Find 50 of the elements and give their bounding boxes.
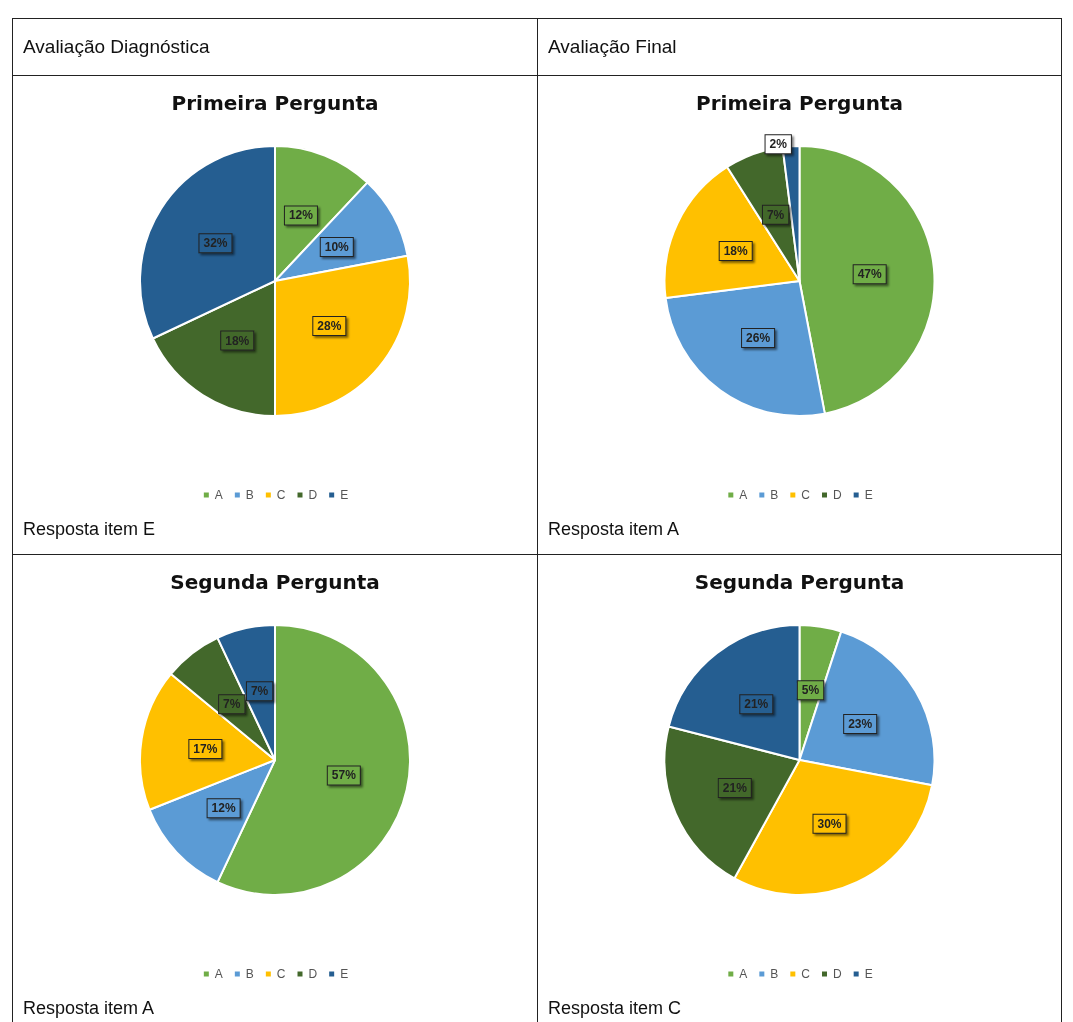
legend-label: C — [276, 488, 286, 502]
text: Resposta item A — [23, 998, 155, 1019]
data-label: 18% — [225, 333, 250, 348]
text: Avaliação Final — [537, 18, 1062, 76]
data-label: 12% — [211, 801, 236, 816]
text: Resposta item C — [548, 998, 682, 1019]
data-label: 32% — [203, 236, 228, 251]
data-label: 28% — [317, 318, 342, 333]
legend-label: C — [276, 967, 286, 981]
data-label: 5% — [801, 683, 820, 698]
data-label: 7% — [250, 684, 269, 699]
data-label: 21% — [722, 781, 748, 795]
legend-label: E — [864, 967, 873, 981]
legend-label: D — [308, 488, 318, 502]
legend-label: C — [801, 488, 811, 502]
text: Avaliação Diagnóstica — [12, 18, 538, 76]
legend-label: B — [770, 967, 779, 981]
legend-label: A — [739, 488, 748, 502]
legend-label: C — [801, 967, 811, 981]
data-label: 12% — [288, 208, 314, 223]
data-label: 7% — [766, 207, 785, 222]
chart-title: Primeira Pergunta — [171, 91, 379, 115]
legend-label: D — [833, 488, 842, 502]
data-label: 21% — [744, 697, 769, 712]
text: Resposta item A — [548, 519, 680, 540]
legend-label: E — [864, 488, 873, 502]
legend-label: E — [340, 488, 349, 502]
data-label: 26% — [746, 331, 771, 346]
data-label: 18% — [723, 243, 749, 258]
legend-label: D — [308, 967, 318, 981]
chart-title: Primeira Pergunta — [696, 91, 903, 115]
data-label: 17% — [193, 741, 218, 756]
legend-label: B — [770, 488, 779, 502]
chart-title: Segunda Pergunta — [694, 570, 905, 594]
text: Resposta item E — [23, 519, 156, 540]
legend-label: E — [340, 967, 349, 981]
data-label: 57% — [331, 768, 357, 783]
data-label: 2% — [769, 137, 788, 152]
data-label: 7% — [223, 697, 241, 712]
data-label: 23% — [848, 717, 873, 732]
legend-label: A — [214, 488, 223, 502]
legend-label: B — [245, 967, 254, 981]
chart-title: Segunda Pergunta — [170, 570, 380, 594]
data-label: 30% — [817, 816, 842, 831]
legend-label: A — [739, 967, 748, 981]
legend-label: D — [833, 967, 842, 981]
data-label: 10% — [324, 240, 350, 255]
legend-label: B — [245, 488, 254, 502]
legend-label: A — [214, 967, 223, 981]
data-label: 47% — [857, 267, 883, 282]
